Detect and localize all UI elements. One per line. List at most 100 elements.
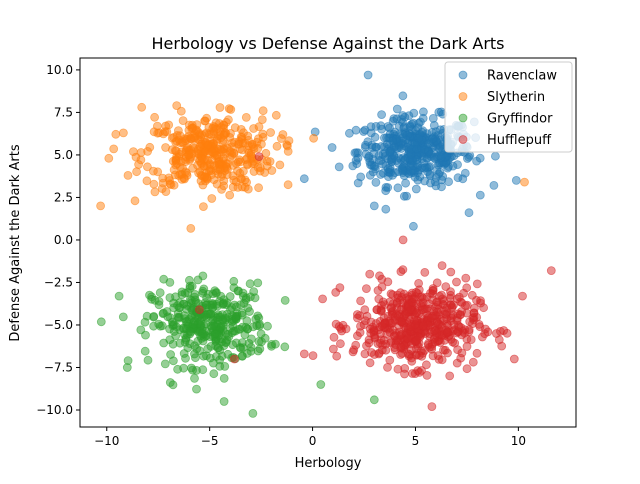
data-point bbox=[452, 358, 462, 368]
data-point bbox=[466, 335, 476, 345]
data-point bbox=[202, 113, 212, 123]
data-point bbox=[160, 359, 170, 369]
data-point bbox=[225, 190, 235, 200]
data-point bbox=[392, 104, 402, 114]
data-point bbox=[186, 223, 196, 233]
data-point bbox=[490, 151, 500, 161]
data-point bbox=[96, 201, 105, 211]
data-point bbox=[426, 178, 435, 188]
data-point bbox=[432, 328, 442, 338]
data-point bbox=[148, 166, 158, 176]
data-point bbox=[403, 334, 413, 344]
data-point bbox=[189, 133, 199, 143]
data-point bbox=[195, 156, 205, 166]
data-point bbox=[475, 190, 485, 200]
data-point bbox=[104, 153, 114, 163]
y-tick-label: 7.5 bbox=[54, 105, 73, 119]
data-point bbox=[433, 307, 442, 317]
data-point bbox=[248, 408, 258, 418]
data-point bbox=[242, 324, 252, 334]
data-point bbox=[220, 129, 229, 139]
legend-box bbox=[444, 61, 573, 153]
data-point bbox=[406, 322, 415, 331]
data-point bbox=[367, 348, 376, 357]
data-point bbox=[221, 337, 231, 347]
data-point bbox=[275, 160, 285, 170]
data-point bbox=[398, 166, 408, 176]
legend-marker bbox=[458, 135, 468, 144]
data-point bbox=[518, 291, 527, 301]
data-point bbox=[372, 305, 382, 315]
data-point bbox=[332, 351, 342, 361]
data-point bbox=[398, 129, 408, 139]
data-point bbox=[546, 266, 556, 276]
data-point bbox=[165, 293, 175, 303]
data-point bbox=[256, 329, 266, 339]
x-axis: −10 −5 0 5 10 bbox=[94, 427, 526, 448]
data-point bbox=[472, 279, 482, 289]
data-point bbox=[258, 106, 268, 116]
data-point bbox=[309, 133, 319, 143]
data-point bbox=[174, 313, 184, 323]
data-point bbox=[157, 321, 167, 331]
data-point bbox=[198, 365, 208, 375]
data-point bbox=[208, 303, 218, 313]
data-point bbox=[393, 364, 403, 374]
data-point bbox=[352, 313, 362, 323]
data-point bbox=[469, 308, 479, 318]
data-point bbox=[437, 261, 447, 271]
x-tick-label: 10 bbox=[511, 434, 526, 448]
data-point bbox=[396, 330, 406, 340]
data-point bbox=[392, 156, 402, 166]
data-point bbox=[427, 402, 437, 412]
x-tick-label: 5 bbox=[412, 434, 420, 448]
data-point bbox=[475, 153, 485, 163]
data-point bbox=[377, 110, 387, 119]
data-point bbox=[192, 344, 202, 354]
data-point bbox=[367, 140, 377, 150]
data-point bbox=[254, 183, 264, 193]
data-point bbox=[150, 112, 160, 122]
data-point bbox=[109, 144, 119, 154]
data-point bbox=[280, 342, 290, 352]
data-point bbox=[407, 119, 417, 129]
series-slytherin bbox=[96, 101, 529, 233]
data-point bbox=[400, 369, 409, 379]
data-point bbox=[419, 163, 429, 173]
legend: Ravenclaw Slytherin Gryffindor Hufflepuff bbox=[444, 61, 573, 153]
data-point bbox=[388, 136, 398, 146]
data-point bbox=[356, 321, 365, 331]
data-point bbox=[418, 321, 428, 331]
data-point bbox=[455, 310, 465, 320]
data-point bbox=[235, 144, 245, 154]
data-point bbox=[480, 329, 490, 339]
data-point bbox=[377, 321, 387, 331]
data-point bbox=[229, 354, 239, 364]
data-point bbox=[186, 363, 196, 373]
data-point bbox=[168, 380, 178, 390]
data-point bbox=[360, 125, 370, 135]
data-point bbox=[143, 355, 153, 365]
data-point bbox=[206, 321, 216, 331]
data-point bbox=[140, 317, 150, 327]
data-point bbox=[366, 328, 376, 338]
data-point bbox=[283, 180, 293, 190]
series-ravenclaw bbox=[299, 70, 521, 231]
data-point bbox=[396, 342, 406, 352]
y-tick-label: 0.0 bbox=[54, 233, 73, 247]
data-point bbox=[461, 301, 470, 311]
data-point bbox=[147, 294, 157, 304]
data-point bbox=[249, 167, 259, 176]
data-point bbox=[239, 128, 248, 138]
data-point bbox=[426, 313, 436, 323]
data-point bbox=[243, 135, 253, 145]
data-point bbox=[383, 183, 393, 192]
data-point bbox=[190, 373, 199, 383]
data-point bbox=[236, 157, 245, 167]
data-point bbox=[422, 370, 432, 380]
data-point bbox=[254, 336, 264, 346]
data-point bbox=[464, 325, 474, 335]
data-point bbox=[445, 371, 455, 381]
data-point bbox=[136, 325, 146, 335]
